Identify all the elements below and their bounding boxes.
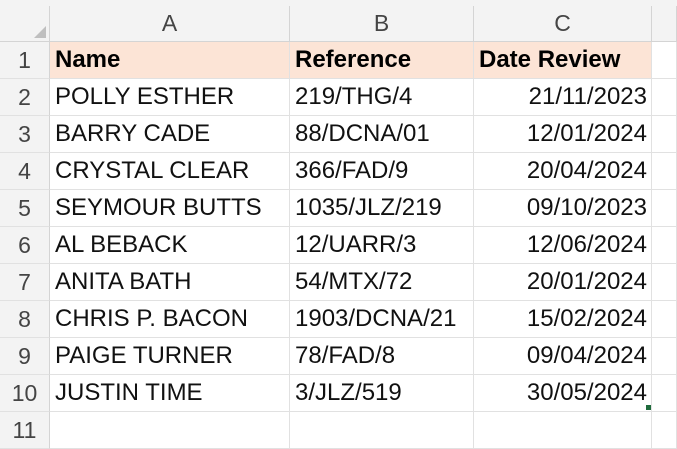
cell-c4[interactable]: 20/04/2024 [474, 153, 652, 190]
column-header-d[interactable] [652, 6, 677, 42]
cell-c3[interactable]: 12/01/2024 [474, 116, 652, 153]
cell-b9[interactable]: 78/FAD/8 [290, 338, 474, 375]
cell-c6[interactable]: 12/06/2024 [474, 227, 652, 264]
row-header-5[interactable]: 5 [0, 190, 50, 227]
cell-c11[interactable] [474, 412, 652, 449]
cell-d4[interactable] [652, 153, 677, 190]
cell-d2[interactable] [652, 79, 677, 116]
cell-b8[interactable]: 1903/DCNA/21 [290, 301, 474, 338]
cell-c5[interactable]: 09/10/2023 [474, 190, 652, 227]
cell-c8[interactable]: 15/02/2024 [474, 301, 652, 338]
row-header-11[interactable]: 11 [0, 412, 50, 449]
cell-b6[interactable]: 12/UARR/3 [290, 227, 474, 264]
cell-a6[interactable]: AL BEBACK [50, 227, 290, 264]
cell-d8[interactable] [652, 301, 677, 338]
column-header-a[interactable]: A [50, 6, 290, 42]
cell-a4[interactable]: CRYSTAL CLEAR [50, 153, 290, 190]
cell-d10[interactable] [652, 375, 677, 412]
row-header-6[interactable]: 6 [0, 227, 50, 264]
column-header-b[interactable]: B [290, 6, 474, 42]
cell-a2[interactable]: POLLY ESTHER [50, 79, 290, 116]
row-header-10[interactable]: 10 [0, 375, 50, 412]
column-header-c[interactable]: C [474, 6, 652, 42]
row-header-3[interactable]: 3 [0, 116, 50, 153]
row-header-7[interactable]: 7 [0, 264, 50, 301]
cell-d3[interactable] [652, 116, 677, 153]
row-header-2[interactable]: 2 [0, 79, 50, 116]
cell-a1-name-header[interactable]: Name [50, 42, 290, 79]
cell-a7[interactable]: ANITA BATH [50, 264, 290, 301]
cell-b11[interactable] [290, 412, 474, 449]
formula-bar-edge [0, 0, 677, 6]
cell-a3[interactable]: BARRY CADE [50, 116, 290, 153]
cell-d5[interactable] [652, 190, 677, 227]
row-header-4[interactable]: 4 [0, 153, 50, 190]
cell-a5[interactable]: SEYMOUR BUTTS [50, 190, 290, 227]
cell-b5[interactable]: 1035/JLZ/219 [290, 190, 474, 227]
row-header-1[interactable]: 1 [0, 42, 50, 79]
cell-a10[interactable]: JUSTIN TIME [50, 375, 290, 412]
cell-d7[interactable] [652, 264, 677, 301]
select-all-corner[interactable] [0, 6, 50, 42]
cell-c10[interactable]: 30/05/2024 [474, 375, 652, 412]
cell-b2[interactable]: 219/THG/4 [290, 79, 474, 116]
cell-b10[interactable]: 3/JLZ/519 [290, 375, 474, 412]
cell-d9[interactable] [652, 338, 677, 375]
row-header-9[interactable]: 9 [0, 338, 50, 375]
row-header-8[interactable]: 8 [0, 301, 50, 338]
cell-c7[interactable]: 20/01/2024 [474, 264, 652, 301]
cell-c9[interactable]: 09/04/2024 [474, 338, 652, 375]
fill-handle[interactable] [646, 405, 651, 410]
cell-a11[interactable] [50, 412, 290, 449]
cell-b3[interactable]: 88/DCNA/01 [290, 116, 474, 153]
cell-b7[interactable]: 54/MTX/72 [290, 264, 474, 301]
cell-d6[interactable] [652, 227, 677, 264]
cell-a8[interactable]: CHRIS P. BACON [50, 301, 290, 338]
cell-b4[interactable]: 366/FAD/9 [290, 153, 474, 190]
cell-c2[interactable]: 21/11/2023 [474, 79, 652, 116]
cell-a9[interactable]: PAIGE TURNER [50, 338, 290, 375]
cell-d1[interactable] [652, 42, 677, 79]
cell-c1-date-review-header[interactable]: Date Review [474, 42, 652, 79]
select-all-triangle-icon [34, 26, 46, 38]
cell-d11[interactable] [652, 412, 677, 449]
cell-b1-reference-header[interactable]: Reference [290, 42, 474, 79]
